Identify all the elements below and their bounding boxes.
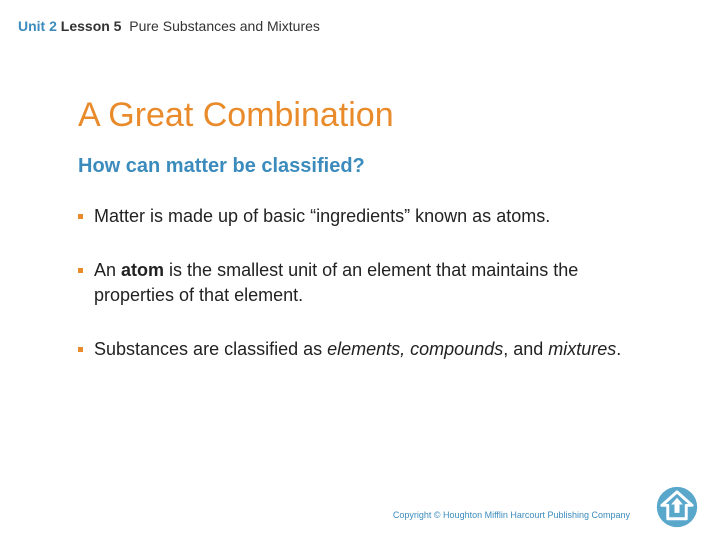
bullet-item: Substances are classified as elements, c… — [78, 337, 660, 361]
bullet-dot — [78, 214, 83, 219]
slide-subtitle: How can matter be classified? — [78, 155, 660, 178]
bullet-text: Matter is made up of basic “ingredients”… — [94, 206, 550, 226]
bullet-list: Matter is made up of basic “ingredients”… — [78, 204, 660, 361]
content-area: A Great Combination How can matter be cl… — [78, 96, 660, 391]
copyright-text: Copyright © Houghton Mifflin Harcourt Pu… — [393, 510, 630, 520]
slide-header: Unit 2 Lesson 5 Pure Substances and Mixt… — [18, 18, 320, 34]
header-lesson: Lesson 5 — [61, 18, 122, 34]
bullet-text: Substances are classified as elements, c… — [94, 339, 621, 359]
bullet-item: An atom is the smallest unit of an eleme… — [78, 258, 660, 307]
home-icon[interactable] — [656, 486, 698, 528]
bullet-dot — [78, 268, 83, 273]
bullet-item: Matter is made up of basic “ingredients”… — [78, 204, 660, 228]
bullet-text: An atom is the smallest unit of an eleme… — [94, 260, 578, 304]
slide-title: A Great Combination — [78, 96, 660, 135]
bullet-dot — [78, 347, 83, 352]
header-topic: Pure Substances and Mixtures — [129, 18, 320, 34]
header-unit: Unit 2 — [18, 18, 57, 34]
